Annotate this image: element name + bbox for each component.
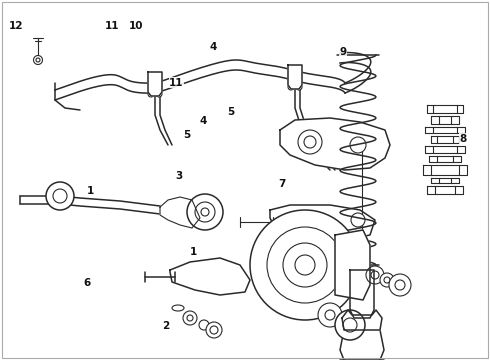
Text: 5: 5 (228, 107, 235, 117)
Polygon shape (429, 156, 461, 162)
Polygon shape (425, 127, 465, 133)
Text: 1: 1 (190, 247, 197, 257)
Polygon shape (431, 116, 459, 124)
Text: 3: 3 (175, 171, 182, 181)
Text: 7: 7 (278, 179, 286, 189)
Circle shape (210, 326, 218, 334)
Circle shape (384, 277, 390, 283)
Circle shape (350, 137, 366, 153)
Circle shape (187, 315, 193, 321)
Polygon shape (55, 60, 345, 100)
Polygon shape (427, 186, 463, 194)
Text: 11: 11 (104, 21, 119, 31)
Circle shape (366, 266, 384, 284)
Polygon shape (425, 146, 465, 153)
Polygon shape (423, 165, 467, 175)
Circle shape (343, 318, 357, 332)
Circle shape (380, 273, 394, 287)
Circle shape (183, 311, 197, 325)
Circle shape (395, 280, 405, 290)
Text: 4: 4 (199, 116, 207, 126)
Text: 4: 4 (209, 42, 217, 52)
Circle shape (33, 55, 43, 64)
Text: 2: 2 (162, 321, 169, 331)
Circle shape (201, 208, 209, 216)
Ellipse shape (172, 305, 184, 311)
Polygon shape (288, 65, 302, 89)
Polygon shape (280, 118, 390, 170)
Circle shape (53, 189, 67, 203)
Circle shape (156, 91, 162, 97)
Polygon shape (148, 72, 162, 96)
Polygon shape (335, 230, 370, 300)
Circle shape (371, 271, 379, 279)
Circle shape (318, 303, 342, 327)
Circle shape (267, 227, 343, 303)
Text: 11: 11 (169, 78, 184, 88)
Circle shape (283, 243, 327, 287)
Circle shape (206, 322, 222, 338)
Polygon shape (431, 136, 459, 143)
Circle shape (351, 213, 365, 227)
Polygon shape (342, 310, 382, 330)
Text: 6: 6 (84, 278, 91, 288)
Polygon shape (340, 53, 371, 93)
Text: 5: 5 (184, 130, 191, 140)
Circle shape (187, 194, 223, 230)
Circle shape (250, 210, 360, 320)
Text: 8: 8 (460, 134, 466, 144)
Circle shape (298, 130, 322, 154)
Polygon shape (170, 258, 250, 295)
Circle shape (300, 212, 320, 232)
Polygon shape (427, 105, 463, 113)
Circle shape (46, 182, 74, 210)
Text: 9: 9 (340, 47, 346, 57)
Circle shape (288, 84, 294, 90)
Polygon shape (350, 270, 374, 318)
Text: 10: 10 (129, 21, 144, 31)
Text: 12: 12 (8, 21, 23, 31)
Circle shape (195, 202, 215, 222)
Circle shape (148, 91, 154, 97)
Text: 1: 1 (87, 186, 94, 196)
Polygon shape (431, 178, 459, 183)
Circle shape (389, 274, 411, 296)
Circle shape (295, 255, 315, 275)
Circle shape (296, 84, 302, 90)
Polygon shape (160, 197, 200, 228)
Circle shape (335, 310, 365, 340)
Polygon shape (270, 205, 375, 240)
Circle shape (199, 320, 209, 330)
Circle shape (325, 310, 335, 320)
Circle shape (36, 58, 40, 62)
Circle shape (304, 136, 316, 148)
